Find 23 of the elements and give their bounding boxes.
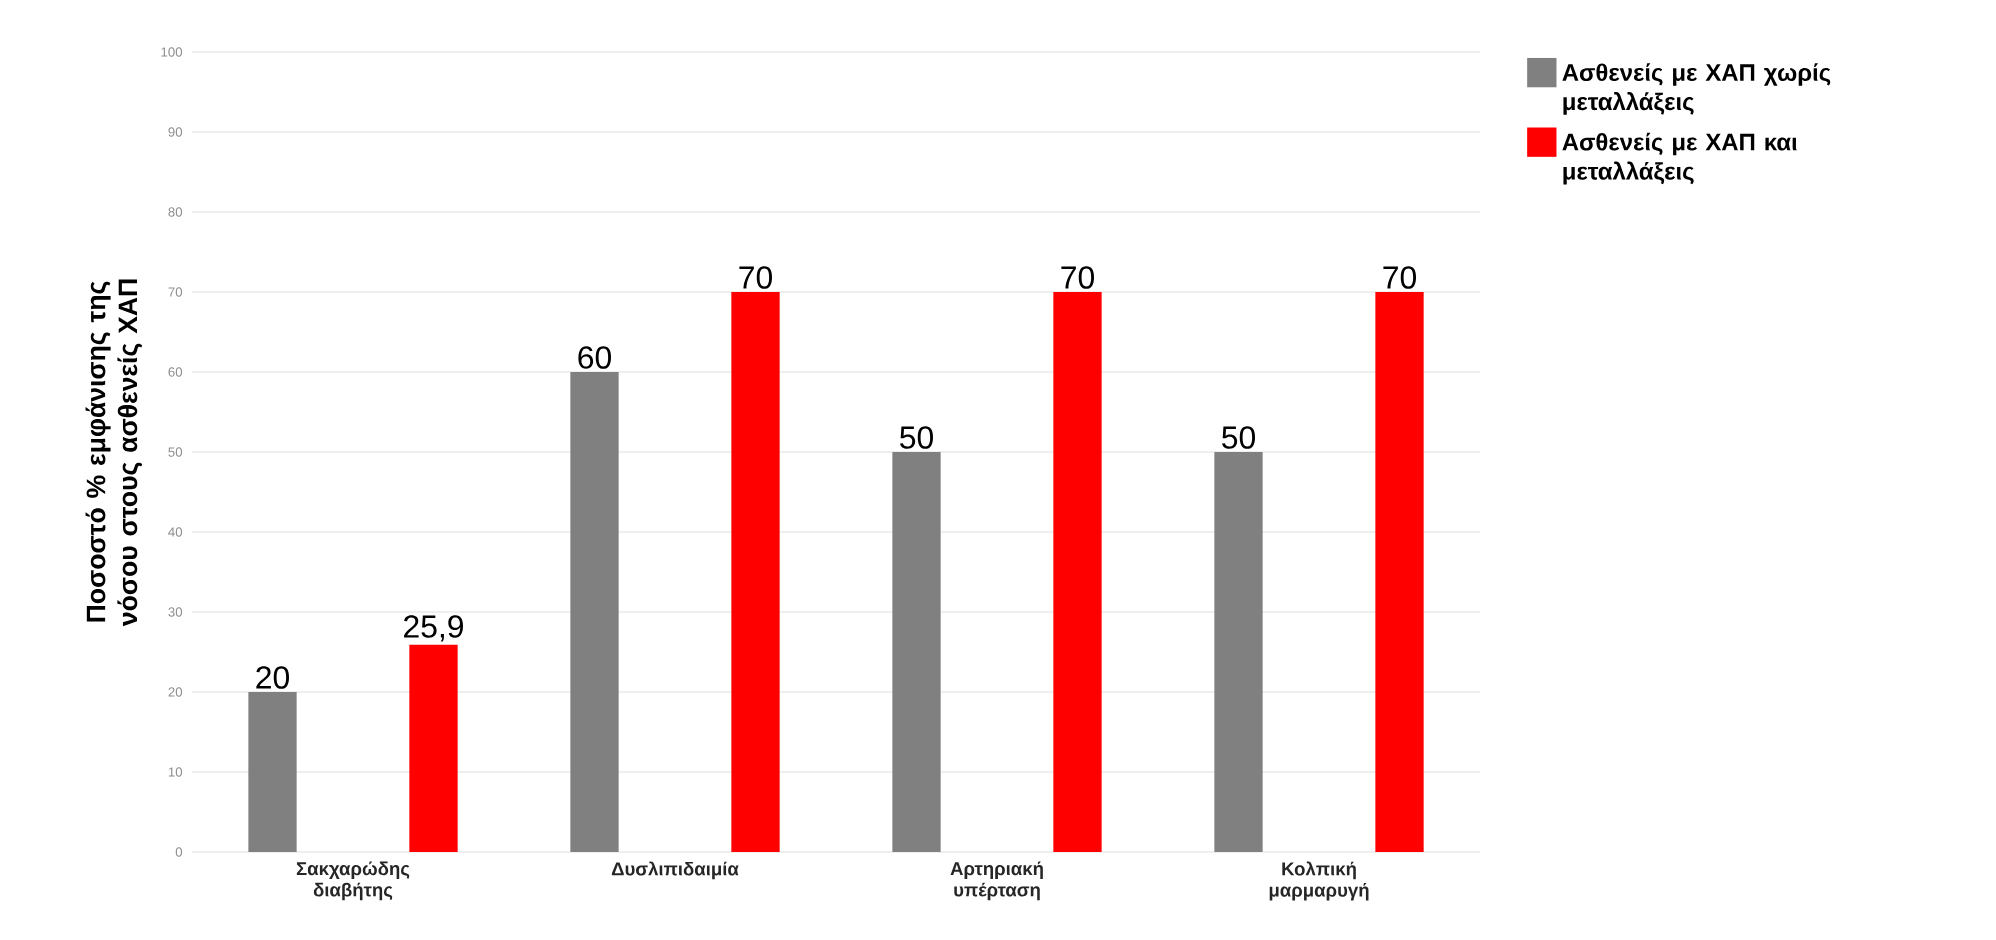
data-label: 60	[578, 346, 611, 369]
bar	[1214, 452, 1263, 852]
bar	[1053, 291, 1102, 852]
x-tick-label: Κολπική μαρμαρυγή	[1269, 861, 1369, 901]
data-label: 70	[1061, 266, 1094, 289]
data-label: 25,9	[404, 615, 463, 642]
legend-label: Ασθενείς με ΧΑΠ χωρίς μεταλλάξεις	[1562, 63, 1831, 115]
x-tick-label: Αρτηριακή υπέρταση	[950, 861, 1043, 901]
data-label: 70	[739, 266, 772, 289]
y-axis-title: Ποσοστό % εμφάνισης της νόσου στους ασθενείς ΧΑΠ	[85, 279, 143, 627]
bar	[1375, 291, 1424, 852]
data-label: 50	[900, 426, 933, 449]
data-label: 20	[256, 666, 289, 689]
data-label: 50	[1222, 426, 1255, 449]
bar	[892, 452, 941, 852]
bar	[248, 692, 297, 852]
x-tick-label: Δυσλιπιδαιμία	[611, 861, 739, 880]
bar	[570, 371, 619, 852]
x-tick-label: Σακχαρώδης διαβήτης	[296, 861, 410, 901]
bar	[409, 644, 458, 852]
bar	[731, 291, 780, 852]
data-label: 70	[1383, 266, 1416, 289]
legend-label: Ασθενείς με ΧΑΠ και μεταλλάξεις	[1562, 132, 1797, 185]
